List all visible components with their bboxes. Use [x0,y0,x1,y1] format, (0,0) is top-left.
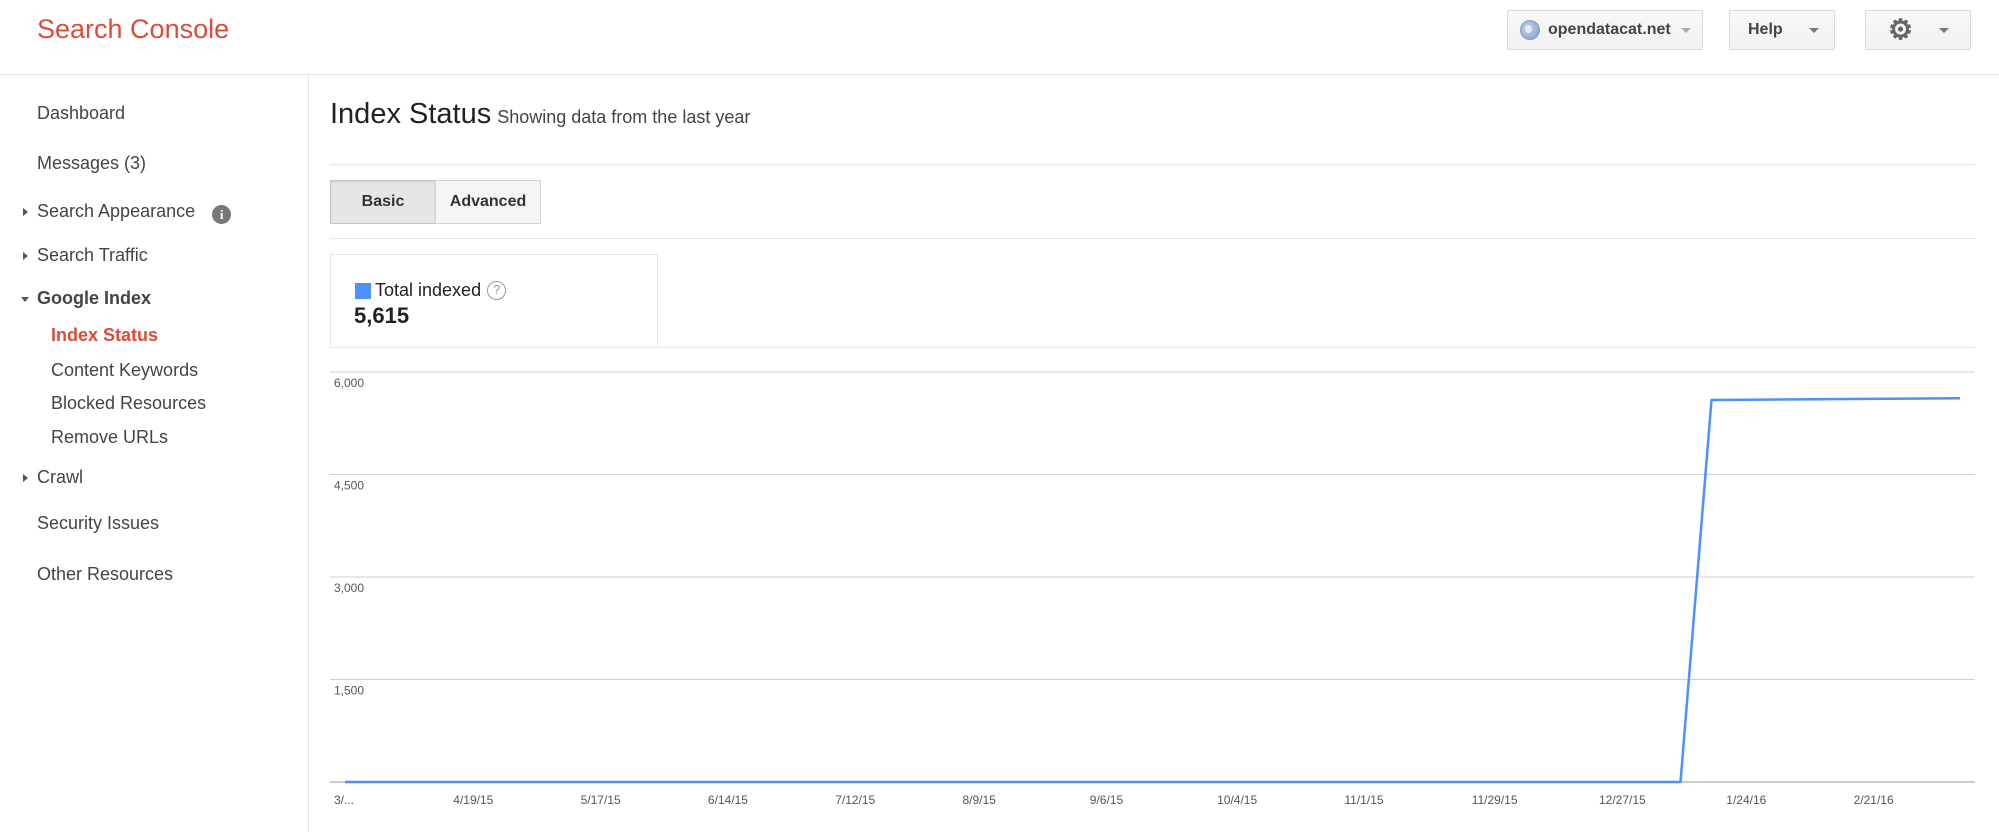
page-title-text: Index Status [330,98,492,130]
legend-swatch[interactable] [355,283,371,299]
y-tick-label: 1,500 [334,684,364,698]
sidebar-item-dashboard[interactable]: Dashboard [37,103,126,123]
top-header: Search Console opendatacat.net Help ⚙ [0,0,1999,75]
sidebar-item-index-status[interactable]: Index Status [51,325,159,345]
x-tick-label: 11/1/15 [1344,793,1383,807]
x-tick-label: 5/17/15 [581,793,621,807]
sidebar-nav: Dashboard Messages (3) Search Appearance… [0,75,309,832]
site-name: opendatacat.net [1548,21,1671,38]
page-title: Index Status Showing data from the last y… [330,98,750,131]
series-line [345,397,1961,784]
sidebar-item-search-appearance[interactable]: Search Appearance i [23,201,232,224]
y-tick-label: 6,000 [334,376,364,390]
sidebar-item-crawl[interactable]: Crawl [23,467,84,488]
tab-advanced[interactable]: Advanced [435,180,541,224]
globe-icon [1520,20,1540,40]
divider [330,238,1975,239]
metric-card: Total indexed? 5,615 [330,254,658,347]
help-icon[interactable]: ? [487,281,507,300]
x-tick-label: 8/9/15 [963,793,997,807]
sidebar-item-blocked-resources[interactable]: Blocked Resources [51,393,207,413]
page-subtitle: Showing data from the last year [497,107,751,127]
chevron-down-icon [1808,27,1819,33]
x-tick-label: 2/21/16 [1854,793,1894,807]
collapse-arrow-icon [21,297,29,302]
app-logo[interactable]: Search Console [37,14,230,44]
x-tick-label: 10/4/15 [1217,793,1257,807]
site-selector-button[interactable]: opendatacat.net [1507,10,1703,50]
y-tick-label: 4,500 [334,479,364,493]
sidebar-item-security-issues[interactable]: Security Issues [37,513,160,533]
gear-icon: ⚙ [1888,14,1914,45]
expand-arrow-icon [23,474,28,482]
x-tick-label: 3/... [334,793,354,807]
sidebar-item-other-resources[interactable]: Other Resources [37,564,174,584]
settings-button[interactable]: ⚙ [1865,10,1971,50]
sidebar-item-label: Search Traffic [37,245,148,265]
x-tick-label: 12/27/15 [1599,793,1646,807]
expand-arrow-icon [23,252,28,260]
sidebar-item-label: Crawl [37,467,84,487]
sidebar-item-remove-urls[interactable]: Remove URLs [51,427,169,447]
sidebar-item-label: Search Appearance [37,201,196,221]
sidebar-item-search-traffic[interactable]: Search Traffic [23,245,148,266]
x-tick-label: 6/14/15 [708,793,748,807]
sidebar-item-content-keywords[interactable]: Content Keywords [51,360,199,380]
x-tick-label: 11/29/15 [1472,793,1518,807]
sidebar-item-messages[interactable]: Messages (3) [37,153,147,173]
sidebar-item-label: Google Index [37,288,152,308]
chevron-down-icon [1680,27,1691,33]
metric-label-text: Total indexed [375,280,482,300]
metric-value: 5,615 [354,303,410,328]
help-button[interactable]: Help [1729,10,1835,50]
sidebar-item-google-index[interactable]: Google Index [21,288,152,309]
x-tick-label: 9/6/15 [1090,793,1124,807]
expand-arrow-icon [23,208,28,216]
metric-label: Total indexed? [375,280,507,301]
help-label: Help [1748,21,1783,38]
divider [330,164,1975,165]
info-icon[interactable]: i [212,205,232,224]
x-tick-label: 1/24/16 [1726,793,1766,807]
y-tick-label: 3,000 [334,581,364,595]
x-tick-label: 7/12/15 [835,793,875,807]
chevron-down-icon [1939,27,1950,33]
x-tick-label: 4/19/15 [453,793,493,807]
divider [330,347,1975,348]
tab-basic[interactable]: Basic [330,180,436,224]
